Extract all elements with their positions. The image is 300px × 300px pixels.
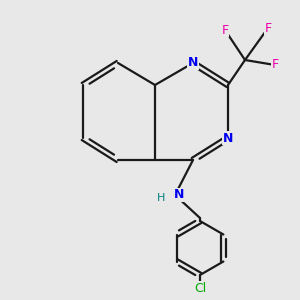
- Text: N: N: [223, 131, 233, 145]
- Text: H: H: [157, 193, 166, 203]
- Text: N: N: [188, 56, 198, 70]
- Text: F: F: [264, 22, 272, 34]
- Text: N: N: [174, 188, 185, 202]
- Text: Cl: Cl: [194, 281, 206, 295]
- Text: F: F: [221, 23, 229, 37]
- Text: F: F: [272, 58, 279, 71]
